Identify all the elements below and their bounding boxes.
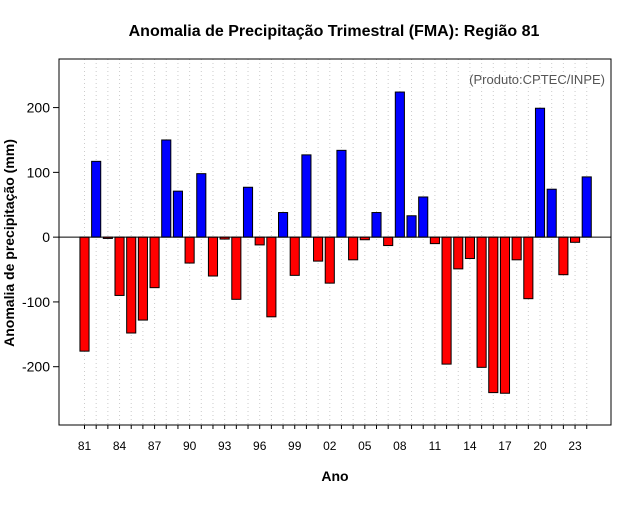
y-tick-label-100: 100 [27,164,51,180]
bar-1990 [184,236,195,264]
bar-1986 [137,236,148,321]
bar-2024 [581,176,592,238]
x-tick-label-96: 96 [253,439,267,453]
source-annotation: (Produto:CPTEC/INPE) [469,72,605,87]
y-tick-label-200: 200 [27,100,51,116]
bar-2012 [441,236,452,365]
bar-1981 [79,236,90,352]
x-tick-label-20: 20 [533,439,547,453]
x-tick-label-93: 93 [218,439,232,453]
x-tick-label-02: 02 [323,439,337,453]
bar-2013 [453,236,464,270]
bar-2009 [406,215,417,238]
grid-layer [84,59,588,425]
x-tick-label-11: 11 [429,439,442,453]
bar-2016 [488,236,499,394]
bars-layer [79,91,592,394]
bar-1992 [207,236,219,277]
x-tick-label-81: 81 [78,439,92,453]
bar-1994 [231,236,242,300]
x-tick-label-87: 87 [148,439,162,453]
bar-2008 [394,91,405,238]
y-tick-label--200: -200 [22,359,50,375]
y-tick-label-0: 0 [42,229,50,245]
bar-1985 [126,236,137,334]
bar-2002 [324,236,335,284]
bar-2022 [558,236,569,276]
bar-2000 [301,154,312,238]
bar-1987 [149,236,160,289]
bar-1988 [161,139,172,238]
bar-1984 [114,236,125,296]
x-tick-label-84: 84 [113,439,127,453]
x-tick-label-08: 08 [393,439,407,453]
x-axis: 81 84 87 90 93 96 99 02 05 08 11 14 17 20 23 [78,425,588,453]
x-tick-label-14: 14 [463,439,477,453]
y-tick-label--100: -100 [22,294,50,310]
bar-1982 [91,160,102,238]
bar-1998 [278,212,289,238]
bar-2015 [476,236,487,368]
bar-2004 [348,236,359,261]
y-axis-label: Anomalia de precipitação (mm) [1,139,17,347]
x-axis-label: Ano [321,468,348,484]
bar-2011 [429,236,440,245]
bar-2001 [313,236,324,262]
bar-2014 [464,236,475,260]
bar-2010 [418,196,429,238]
bar-2006 [371,212,382,238]
bar-1995 [242,186,254,238]
bar-2007 [383,236,394,247]
bar-1989 [172,190,183,238]
y-axis: -200 -100 0 100 200 [22,100,59,375]
chart-title: Anomalia de Precipitação Trimestral (FMA… [129,23,540,40]
x-tick-label-90: 90 [183,439,197,453]
bar-2021 [546,188,557,238]
bar-2020 [534,107,546,238]
bar-1996 [254,236,265,246]
bar-1997 [266,236,277,318]
bar-2017 [499,236,511,394]
x-tick-label-17: 17 [498,439,512,453]
plot-frame [58,58,612,426]
x-tick-label-99: 99 [288,439,302,453]
bar-1991 [196,173,207,238]
bar-2018 [511,236,522,261]
x-tick-label-05: 05 [358,439,372,453]
bar-1999 [289,236,300,276]
x-tick-label-23: 23 [568,439,582,453]
bar-2019 [523,236,534,300]
bar-2003 [336,149,347,238]
bar-2023 [570,236,581,243]
